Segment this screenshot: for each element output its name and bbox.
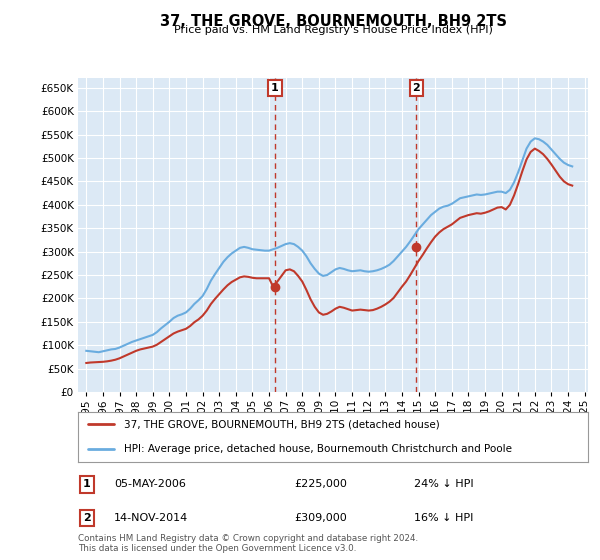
Text: £309,000: £309,000: [294, 513, 347, 523]
Text: Price paid vs. HM Land Registry's House Price Index (HPI): Price paid vs. HM Land Registry's House …: [173, 25, 493, 35]
Text: 05-MAY-2006: 05-MAY-2006: [114, 479, 186, 489]
Text: 37, THE GROVE, BOURNEMOUTH, BH9 2TS (detached house): 37, THE GROVE, BOURNEMOUTH, BH9 2TS (det…: [124, 419, 440, 429]
Text: 2: 2: [413, 83, 420, 93]
Text: HPI: Average price, detached house, Bournemouth Christchurch and Poole: HPI: Average price, detached house, Bour…: [124, 445, 512, 454]
Text: 37, THE GROVE, BOURNEMOUTH, BH9 2TS: 37, THE GROVE, BOURNEMOUTH, BH9 2TS: [160, 14, 506, 29]
Text: 1: 1: [271, 83, 279, 93]
Text: 24% ↓ HPI: 24% ↓ HPI: [414, 479, 473, 489]
Text: 14-NOV-2014: 14-NOV-2014: [114, 513, 188, 523]
Text: £225,000: £225,000: [294, 479, 347, 489]
Text: 1: 1: [83, 479, 91, 489]
Text: 2: 2: [83, 513, 91, 523]
Text: 16% ↓ HPI: 16% ↓ HPI: [414, 513, 473, 523]
Text: Contains HM Land Registry data © Crown copyright and database right 2024.
This d: Contains HM Land Registry data © Crown c…: [78, 534, 418, 553]
